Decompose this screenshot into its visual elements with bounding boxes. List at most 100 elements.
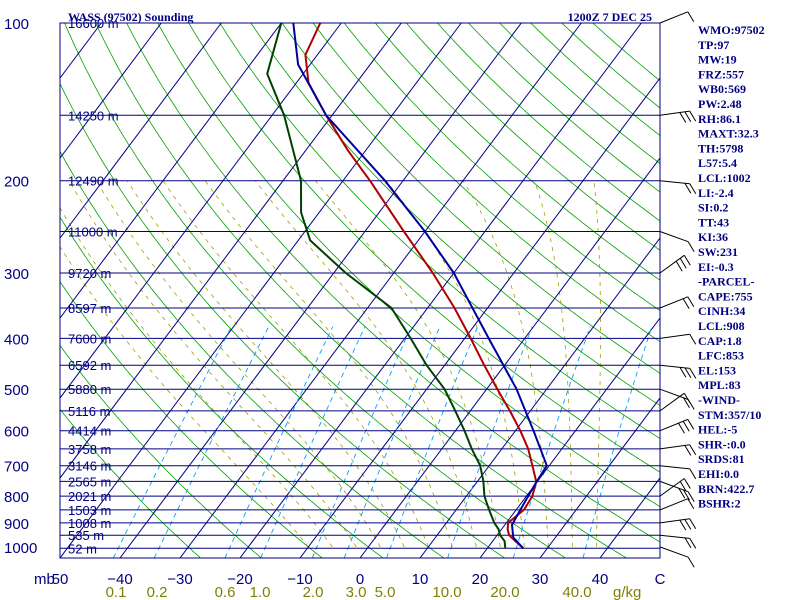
moist-adiabat [462, 180, 549, 547]
wind-barb-staff [659, 418, 688, 432]
index-entry: WB0:569 [698, 82, 746, 96]
wind-barb-feather [687, 498, 695, 509]
isotherm [179, 23, 582, 558]
wind-barb-staff [659, 478, 685, 497]
mixing-ratio-label: 0.6 [215, 584, 236, 600]
wind-barb [659, 180, 697, 195]
index-entry: EL:153 [698, 363, 736, 377]
parcel-profile [292, 23, 548, 549]
wind-barb-feather [687, 491, 695, 502]
dry-adiabat [60, 408, 201, 558]
temperature-tick-label: 40 [592, 571, 609, 588]
moist-adiabat [254, 180, 477, 547]
index-entry: MAXT:32.3 [698, 127, 759, 141]
wind-barb [659, 296, 695, 309]
mixing-ratio-line [386, 326, 479, 558]
wind-barb [659, 333, 697, 345]
wind-barb-staff [659, 180, 690, 185]
height-label: 1008 m [68, 516, 111, 531]
index-entry: MW:19 [698, 53, 737, 67]
dry-adiabat [219, 23, 660, 439]
index-entry: -PARCEL- [698, 275, 754, 289]
moist-adiabat [68, 180, 357, 548]
background-lines [0, 23, 660, 558]
index-entry: SI:0.2 [698, 201, 728, 215]
index-entry: FRZ:557 [698, 67, 744, 81]
isotherm [419, 237, 660, 558]
isotherm [119, 23, 522, 558]
pressure-tick-label: 200 [4, 174, 29, 191]
wind-barb-feather [687, 11, 695, 23]
wind-barb [659, 444, 697, 456]
wind-barb-feather [683, 478, 691, 489]
height-label: 2021 m [68, 489, 111, 504]
wind-barb-feather [689, 468, 697, 480]
isotherm [359, 157, 660, 558]
wind-barb [659, 364, 697, 379]
isotherm [299, 77, 660, 558]
dry-adiabat [343, 23, 660, 312]
height-label: 535 m [68, 528, 104, 543]
dry-adiabat [312, 23, 660, 343]
wind-barb-feather [687, 399, 695, 410]
temperature-tick-label: −30 [167, 571, 192, 588]
wind-barb-feather [687, 419, 695, 430]
wind-barb-staff [659, 444, 690, 450]
wind-barb-feather [682, 421, 690, 432]
index-entry: RH:86.1 [698, 112, 741, 126]
temperature-tick-label: −10 [287, 571, 312, 588]
height-label: 3758 m [68, 442, 111, 457]
mixing-ratio-line [153, 326, 270, 558]
pressure-tick-label: 1000 [4, 540, 37, 557]
height-label: 2565 m [68, 474, 111, 489]
wind-barb-feather [684, 537, 692, 549]
index-entry: LFC:853 [698, 349, 744, 363]
index-entry: TH:5798 [698, 141, 743, 155]
temperature-profile [304, 23, 538, 550]
wind-barb-feather [683, 489, 690, 501]
isotherm [0, 23, 41, 558]
wind-barb [659, 388, 695, 410]
dry-adiabat [405, 23, 660, 251]
isotherm [60, 23, 162, 159]
wind-barb-feather [684, 519, 692, 530]
wind-barb-feather [683, 397, 690, 408]
mixing-ratio-line [112, 326, 232, 558]
height-label: 4414 m [68, 424, 111, 439]
mixing-ratio-label: 2.0 [303, 584, 324, 600]
wind-barb-feather [689, 183, 697, 195]
index-entry: LI:-2.4 [698, 186, 734, 200]
wind-barb [659, 11, 695, 24]
pressure-tick-label: 700 [4, 459, 29, 476]
wind-barb-feather [678, 488, 686, 499]
dry-adiabat [64, 23, 566, 558]
mixing-ratio-line [224, 326, 334, 558]
wind-barb [659, 518, 697, 531]
dry-adiabat [60, 82, 505, 558]
height-label: 14250 m [68, 108, 119, 123]
height-label: 9720 m [68, 266, 111, 281]
wind-barb [659, 465, 697, 480]
dry-adiabat [374, 23, 660, 281]
isotherm [60, 23, 342, 399]
mixing-ratio-line [260, 326, 366, 558]
wind-barb-staff [659, 392, 685, 412]
wind-barb-feather [678, 422, 685, 434]
dry-adiabat [592, 23, 660, 82]
wind-barb-feather [679, 519, 687, 531]
dry-adiabat [281, 23, 660, 374]
pressure-tick-label: 100 [4, 16, 29, 33]
isobars [60, 22, 660, 549]
height-label: 5116 m [68, 404, 110, 419]
wind-barb-feather [684, 367, 692, 379]
index-entry: LCL:908 [698, 319, 745, 333]
wind-barb-feather [689, 333, 697, 345]
plot-frame [59, 22, 661, 559]
wind-barb-staff [659, 546, 689, 558]
wind-barb-feather [684, 183, 692, 194]
height-label: 8597 m [68, 301, 111, 316]
wind-barb-feather [679, 481, 687, 492]
isotherm [479, 317, 660, 558]
height-label: 12490 m [68, 174, 119, 189]
mixing-ratio-unit: g/kg [613, 584, 641, 600]
